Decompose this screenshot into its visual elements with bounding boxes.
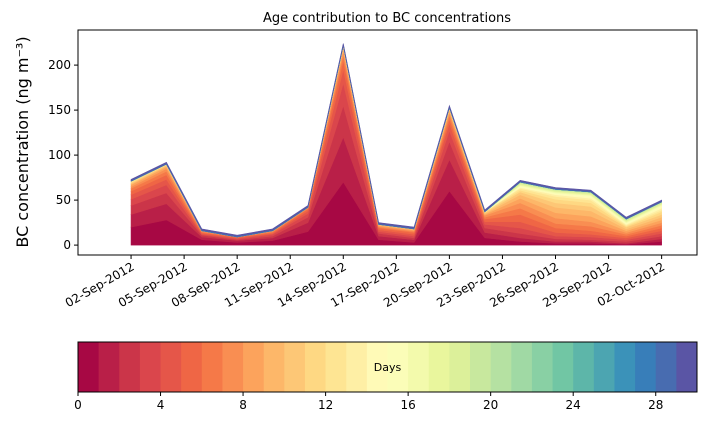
colorbar-tick-label: 24: [566, 398, 581, 412]
plot-frame: [77, 29, 698, 256]
colorbar-swatch: [78, 342, 100, 392]
colorbar-label: Days: [374, 361, 402, 374]
colorbar-swatch: [387, 342, 409, 392]
colorbar-swatch: [119, 342, 141, 392]
colorbar-swatch: [304, 342, 327, 392]
colorbar-swatch: [676, 342, 698, 392]
colorbar-swatch: [243, 342, 265, 392]
colorbar-swatch: [531, 342, 554, 392]
colorbar-tick-label: 8: [239, 398, 247, 412]
y-tick-label: 150: [48, 103, 71, 117]
colorbar-swatch: [552, 342, 574, 392]
colorbar-swatch: [635, 342, 657, 392]
chart-title: Age contribution to BC concentrations: [263, 11, 511, 26]
colorbar-swatch: [408, 342, 430, 392]
colorbar-swatch: [160, 342, 182, 392]
y-axis-label: BC concentration (ng m⁻³): [13, 36, 32, 247]
y-tick-label: 200: [48, 58, 71, 72]
colorbar-frame: [77, 341, 698, 393]
colorbar-swatch: [470, 342, 492, 392]
colorbar-swatch: [201, 342, 223, 392]
area-layer: [130, 46, 662, 238]
colorbar-swatch: [263, 342, 285, 392]
colorbar-tick-label: 0: [74, 398, 82, 412]
area-layer: [130, 43, 662, 237]
colorbar-swatch: [511, 342, 533, 392]
y-tick-label: 0: [63, 238, 71, 252]
colorbar-tick-label: 28: [648, 398, 663, 412]
colorbar-swatch: [222, 342, 244, 392]
colorbar-swatch: [614, 342, 636, 392]
colorbar-swatch: [366, 342, 388, 392]
colorbar-tick-label: 16: [400, 398, 415, 412]
colorbar-swatch: [346, 342, 368, 392]
colorbar-swatch: [573, 342, 595, 392]
colorbar-swatch: [655, 342, 677, 392]
colorbar-swatch: [428, 342, 450, 392]
y-tick-label: 100: [48, 148, 71, 162]
colorbar-tick-label: 12: [318, 398, 333, 412]
colorbar-swatch: [98, 342, 120, 392]
colorbar-swatch: [593, 342, 615, 392]
colorbar-swatch: [325, 342, 347, 392]
colorbar-tick-label: 4: [157, 398, 165, 412]
colorbar-swatch: [181, 342, 203, 392]
colorbar-swatch: [449, 342, 471, 392]
y-tick-label: 50: [56, 193, 71, 207]
colorbar-swatch: [139, 342, 162, 392]
colorbar-swatch: [490, 342, 512, 392]
colorbar-swatch: [284, 342, 306, 392]
colorbar-tick-label: 20: [483, 398, 498, 412]
